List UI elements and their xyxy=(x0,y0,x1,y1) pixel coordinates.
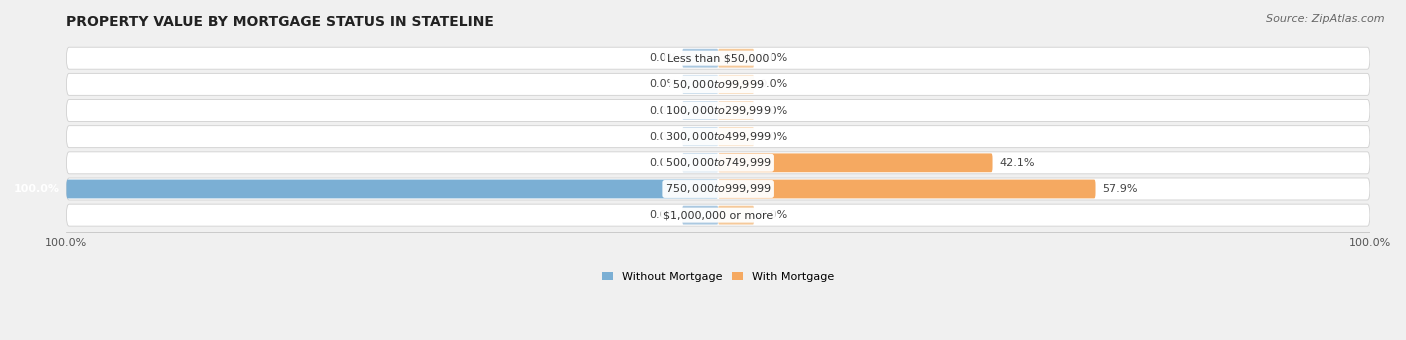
Text: Source: ZipAtlas.com: Source: ZipAtlas.com xyxy=(1267,14,1385,23)
Text: $100,000 to $299,999: $100,000 to $299,999 xyxy=(665,104,772,117)
FancyBboxPatch shape xyxy=(66,47,1369,69)
FancyBboxPatch shape xyxy=(718,127,754,146)
Text: 0.0%: 0.0% xyxy=(648,158,678,168)
Text: 100.0%: 100.0% xyxy=(14,184,60,194)
FancyBboxPatch shape xyxy=(66,178,1369,200)
FancyBboxPatch shape xyxy=(682,75,718,94)
Text: 0.0%: 0.0% xyxy=(759,105,787,116)
FancyBboxPatch shape xyxy=(718,153,993,172)
FancyBboxPatch shape xyxy=(718,206,754,224)
Text: 0.0%: 0.0% xyxy=(648,210,678,220)
Text: 0.0%: 0.0% xyxy=(759,79,787,89)
Text: 0.0%: 0.0% xyxy=(648,105,678,116)
Text: PROPERTY VALUE BY MORTGAGE STATUS IN STATELINE: PROPERTY VALUE BY MORTGAGE STATUS IN STA… xyxy=(66,15,495,29)
Text: 0.0%: 0.0% xyxy=(648,79,678,89)
FancyBboxPatch shape xyxy=(718,49,754,68)
Text: 0.0%: 0.0% xyxy=(759,53,787,63)
FancyBboxPatch shape xyxy=(66,73,1369,95)
Text: $50,000 to $99,999: $50,000 to $99,999 xyxy=(672,78,765,91)
FancyBboxPatch shape xyxy=(66,180,718,199)
FancyBboxPatch shape xyxy=(682,49,718,68)
FancyBboxPatch shape xyxy=(66,152,1369,174)
FancyBboxPatch shape xyxy=(718,101,754,120)
FancyBboxPatch shape xyxy=(66,126,1369,148)
FancyBboxPatch shape xyxy=(682,127,718,146)
Text: Less than $50,000: Less than $50,000 xyxy=(666,53,769,63)
Legend: Without Mortgage, With Mortgage: Without Mortgage, With Mortgage xyxy=(602,272,834,282)
Text: $750,000 to $999,999: $750,000 to $999,999 xyxy=(665,183,772,196)
Text: 0.0%: 0.0% xyxy=(759,132,787,142)
Text: 0.0%: 0.0% xyxy=(648,53,678,63)
FancyBboxPatch shape xyxy=(682,101,718,120)
Text: 0.0%: 0.0% xyxy=(759,210,787,220)
FancyBboxPatch shape xyxy=(66,100,1369,121)
Text: 0.0%: 0.0% xyxy=(648,132,678,142)
FancyBboxPatch shape xyxy=(718,180,1095,199)
Text: $500,000 to $749,999: $500,000 to $749,999 xyxy=(665,156,772,169)
Text: $300,000 to $499,999: $300,000 to $499,999 xyxy=(665,130,772,143)
FancyBboxPatch shape xyxy=(682,153,718,172)
FancyBboxPatch shape xyxy=(718,75,754,94)
FancyBboxPatch shape xyxy=(66,204,1369,226)
Text: 42.1%: 42.1% xyxy=(1000,158,1035,168)
FancyBboxPatch shape xyxy=(682,206,718,224)
Text: $1,000,000 or more: $1,000,000 or more xyxy=(664,210,773,220)
Text: 57.9%: 57.9% xyxy=(1102,184,1137,194)
